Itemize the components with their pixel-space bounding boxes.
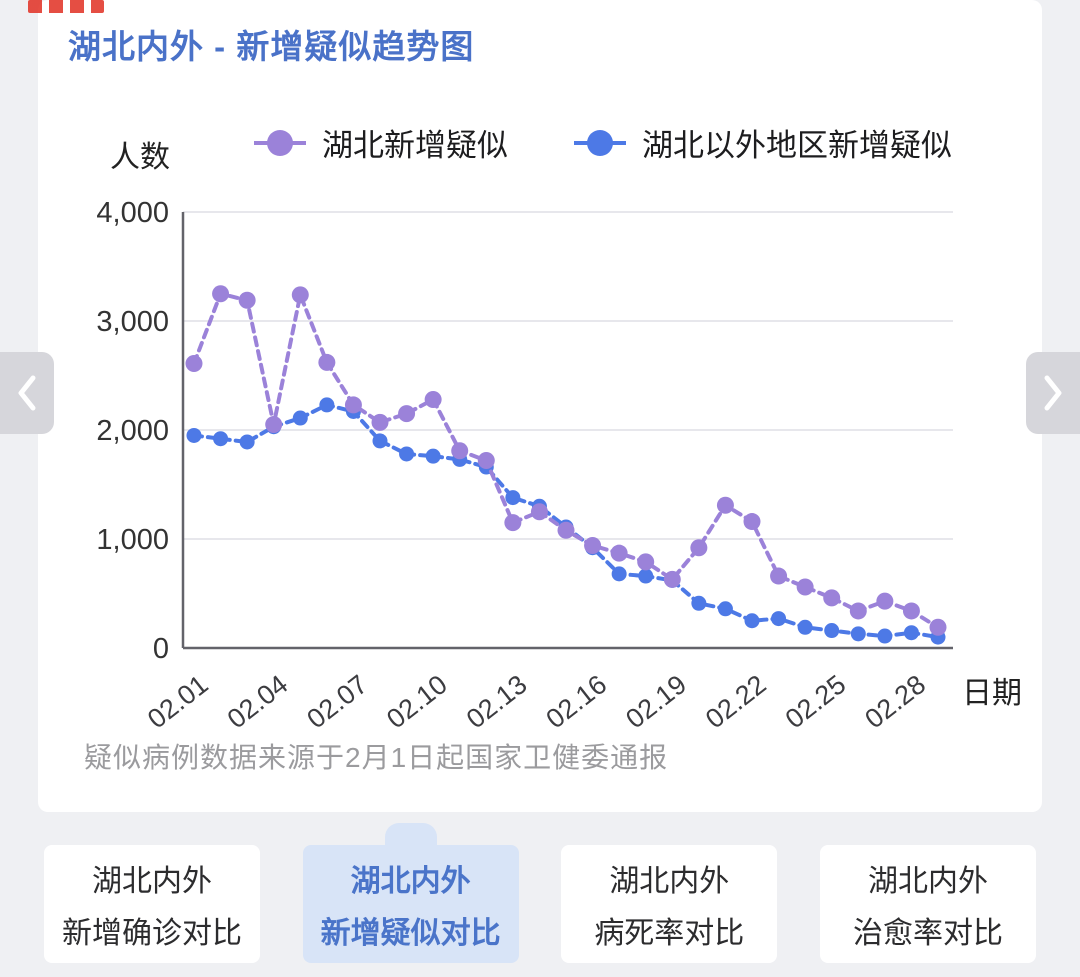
chart-legend: 湖北新增疑似 湖北以外地区新增疑似: [252, 120, 952, 165]
hubei-series-marker-icon: [254, 129, 306, 156]
svg-text:02.01: 02.01: [142, 669, 214, 734]
tab-label-line1: 湖北内外: [609, 865, 730, 898]
tab-suspected-comparison[interactable]: 湖北内外 新增疑似对比: [302, 823, 519, 963]
svg-text:02.07: 02.07: [301, 669, 373, 734]
x-axis-label: 日期: [962, 677, 1022, 710]
clipped-red-text: [28, 0, 104, 13]
svg-text:02.04: 02.04: [222, 669, 294, 734]
carousel-prev-button[interactable]: [0, 352, 54, 434]
svg-text:02.13: 02.13: [461, 669, 533, 734]
svg-text:02.10: 02.10: [381, 669, 453, 734]
svg-text:02.22: 02.22: [700, 669, 772, 734]
tab-fatality-comparison[interactable]: 湖北内外 病死率对比: [561, 845, 778, 963]
chevron-left-icon: [18, 375, 36, 411]
tab-label-line2: 新增疑似对比: [320, 917, 501, 950]
svg-text:1,000: 1,000: [96, 524, 169, 556]
svg-text:02.25: 02.25: [780, 669, 852, 734]
legend-label-hubei: 湖北新增疑似: [322, 128, 508, 163]
tab-label-line1: 湖北内外: [867, 865, 988, 898]
legend-item-non-hubei: 湖北以外地区新增疑似: [572, 120, 952, 165]
active-tab-pointer: [384, 823, 437, 845]
legend-item-hubei: 湖北新增疑似: [252, 120, 508, 165]
source-note: 疑似病例数据来源于2月1日起国家卫健委通报: [84, 742, 669, 773]
svg-text:02.16: 02.16: [541, 669, 613, 734]
chart-card: 湖北内外 - 新增疑似趋势图 人数 湖北新增疑似 湖北以外地区新增疑似 0 1,0…: [38, 0, 1042, 812]
svg-text:2,000: 2,000: [96, 415, 169, 447]
tab-confirmed-comparison[interactable]: 湖北内外 新增确诊对比: [44, 845, 260, 963]
tab-cure-comparison[interactable]: 湖北内外 治愈率对比: [819, 845, 1036, 963]
tab-label-line1: 湖北内外: [350, 865, 471, 898]
y-axis-label: 人数: [110, 141, 170, 174]
svg-text:02.28: 02.28: [859, 669, 931, 734]
carousel-next-button[interactable]: [1026, 352, 1080, 434]
tab-label-line2: 治愈率对比: [852, 917, 1003, 950]
tab-label-line2: 病死率对比: [594, 917, 745, 950]
tab-label-line1: 湖北内外: [92, 865, 212, 898]
page-title: 湖北内外 - 新增疑似趋势图: [68, 28, 475, 65]
svg-text:02.19: 02.19: [620, 669, 692, 734]
svg-text:3,000: 3,000: [96, 306, 169, 338]
svg-text:0: 0: [153, 633, 169, 665]
non-hubei-series-marker-icon: [574, 129, 626, 156]
tab-bar: 湖北内外 新增确诊对比 湖北内外 新增疑似对比 湖北内外 病死率对比 湖北内外 …: [44, 823, 1036, 963]
chevron-right-icon: [1044, 375, 1062, 411]
tab-label-line2: 新增确诊对比: [62, 917, 242, 950]
legend-label-non-hubei: 湖北以外地区新增疑似: [642, 128, 952, 163]
svg-text:4,000: 4,000: [96, 197, 169, 229]
